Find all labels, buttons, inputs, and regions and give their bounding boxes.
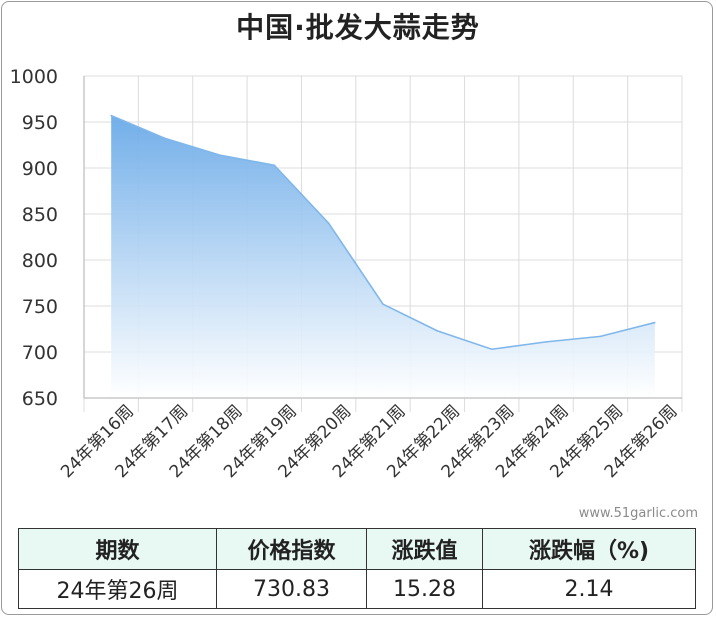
- data-point: [327, 222, 330, 224]
- y-tick-label: 800: [22, 250, 58, 272]
- watermark: www.51garlic.com: [578, 506, 698, 521]
- header-change-value: 涨跌值: [366, 528, 483, 570]
- summary-header-row: 期数 价格指数 涨跌值 涨跌幅（%): [18, 528, 696, 570]
- data-point: [545, 341, 547, 343]
- area-series: [110, 114, 656, 398]
- data-point: [436, 330, 439, 332]
- data-point: [654, 321, 656, 324]
- y-axis-tick-labels: 650 700 750 800 850 900 950 1000: [10, 66, 58, 410]
- data-point: [110, 114, 112, 117]
- data-point: [382, 303, 384, 305]
- data-point: [599, 335, 602, 338]
- chart-title: 中国·批发大蒜走势: [236, 11, 480, 44]
- price-area-chart: 650 700 750 800 850 900 950 1000 24年第16周24年第17周…: [10, 66, 683, 482]
- header-price-index: 价格指数: [216, 528, 367, 570]
- summary-table: 期数 价格指数 涨跌值 涨跌幅（%) 24年第26周 730.83 15.28 …: [18, 528, 696, 609]
- y-tick-label: 1000: [10, 66, 58, 88]
- header-change-percent: 涨跌幅（%): [482, 528, 696, 570]
- cell-change-value: 15.28: [366, 569, 483, 609]
- y-tick-label: 850: [22, 204, 58, 226]
- y-tick-label: 950: [22, 112, 58, 134]
- data-point: [273, 164, 276, 167]
- y-tick-label: 750: [22, 296, 58, 318]
- area-fill: [111, 115, 655, 398]
- data-point: [164, 137, 167, 140]
- header-period: 期数: [18, 528, 217, 570]
- cell-period: 24年第26周: [18, 569, 217, 609]
- y-tick-label: 650: [22, 388, 58, 410]
- cell-change-percent: 2.14: [482, 569, 696, 609]
- x-axis-tick-labels: 24年第16周24年第17周24年第18周24年第19周24年第20周24年第2…: [57, 401, 681, 482]
- cell-price-index: 730.83: [216, 569, 367, 609]
- y-tick-label: 900: [22, 158, 58, 180]
- data-point: [490, 348, 493, 351]
- data-point: [219, 154, 221, 156]
- y-tick-label: 700: [22, 342, 58, 364]
- summary-data-row: 24年第26周 730.83 15.28 2.14: [18, 569, 696, 609]
- axes: [83, 76, 682, 399]
